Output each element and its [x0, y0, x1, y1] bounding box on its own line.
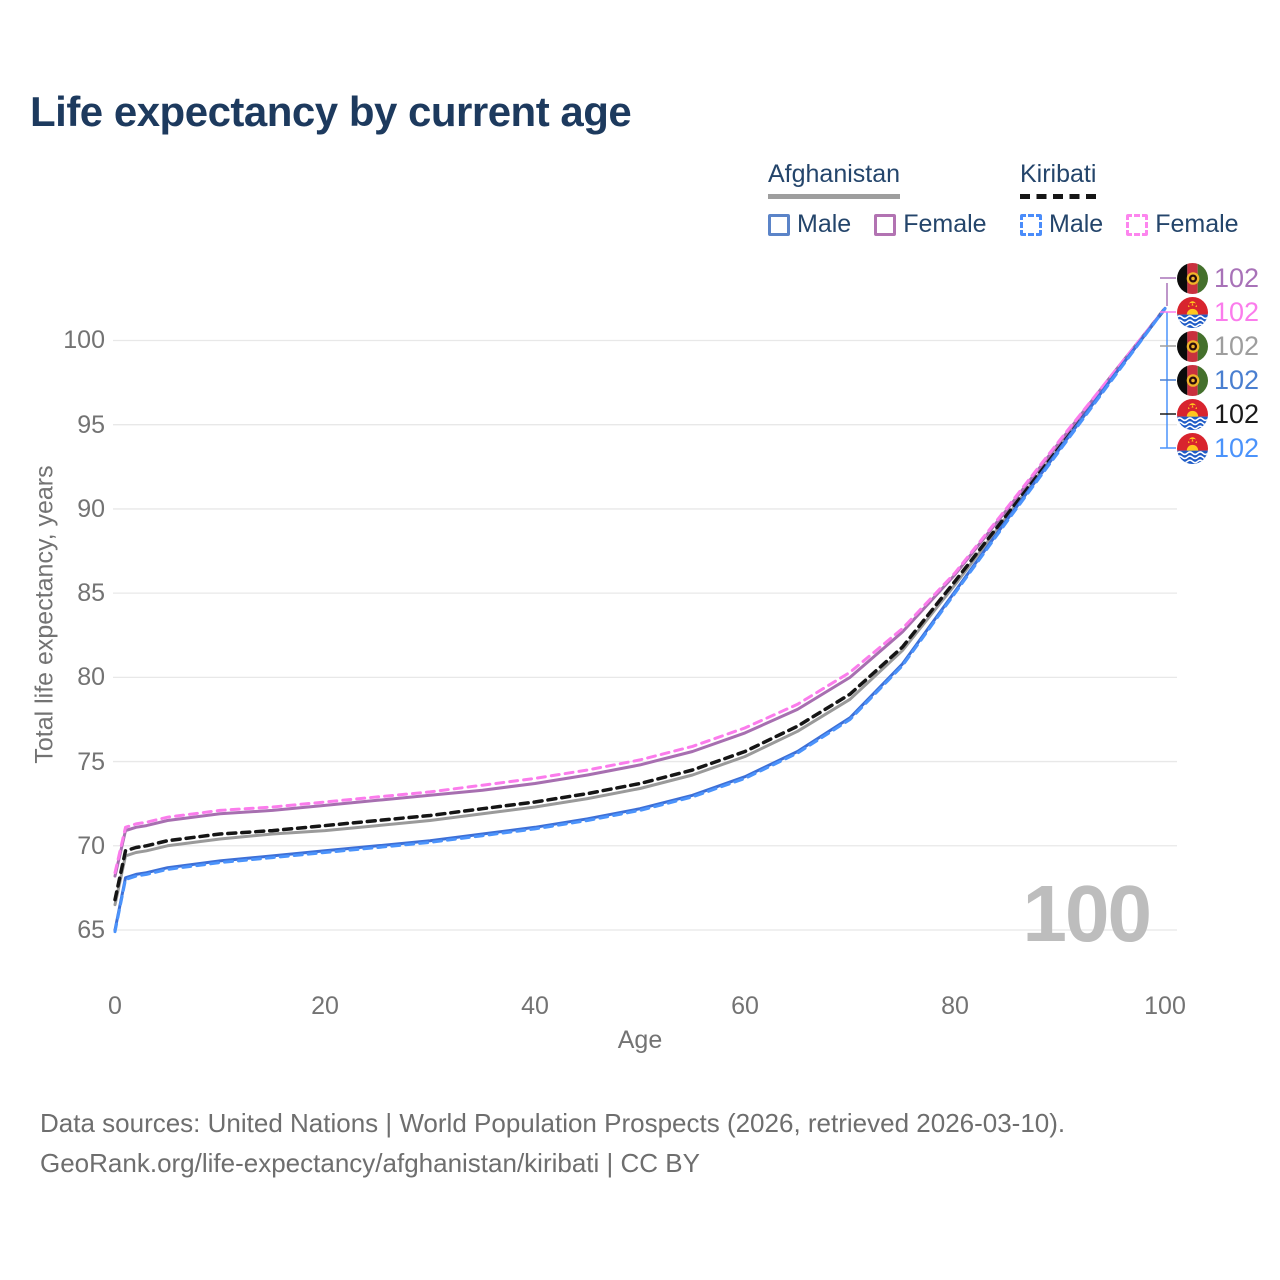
attribution-note: GeoRank.org/life-expectancy/afghanistan/… — [40, 1148, 700, 1178]
series-line-afghanistan-female[interactable] — [113, 307, 1167, 878]
x-tick-label-60: 60 — [731, 992, 759, 1020]
afghanistan-flag-icon — [1177, 330, 1208, 362]
x-axis-title: Age — [617, 1026, 663, 1054]
kiribati-flag-icon — [1177, 432, 1208, 464]
y-tick-label-85: 85 — [77, 579, 105, 608]
legend-country-afghanistan[interactable]: Afghanistan — [768, 160, 901, 199]
y-tick-label-75: 75 — [77, 747, 105, 776]
legend-label-male: Male — [797, 210, 852, 238]
end-label-row-kiribati-male: 102 — [1177, 432, 1259, 464]
legend-swatch-afghanistan-male — [768, 213, 790, 236]
y-tick-label-90: 90 — [77, 494, 105, 523]
legend-group-afghanistan: Afghanistan Male Female — [768, 160, 1001, 239]
legend-swatch-kiribati-female — [1126, 213, 1149, 236]
legend-group-kiribati: Kiribati Male Female — [1020, 160, 1253, 239]
end-label-row-kiribati-both-sexes: 102 — [1177, 398, 1259, 430]
legend-label-female: Female — [903, 210, 987, 238]
y-tick-label-70: 70 — [77, 831, 105, 860]
series-end-value: 102 — [1214, 297, 1260, 327]
afghanistan-flag-icon — [1177, 364, 1208, 396]
legend-label-female: Female — [1155, 210, 1239, 238]
legend-label-male: Male — [1049, 210, 1104, 238]
legend-swatch-afghanistan-female — [874, 213, 897, 236]
y-tick-label-95: 95 — [77, 410, 105, 439]
y-tick-label-65: 65 — [77, 916, 105, 944]
x-tick-label-40: 40 — [521, 992, 549, 1020]
x-tick-label-80: 80 — [941, 992, 969, 1020]
end-label-row-kiribati-female: 102 — [1177, 296, 1259, 328]
legend-item-afghanistan-male[interactable]: Male — [768, 210, 851, 239]
legend-item-kiribati-male[interactable]: Male — [1020, 210, 1103, 239]
x-tick-label-0: 0 — [108, 992, 122, 1020]
legend-country-kiribati[interactable]: Kiribati — [1020, 160, 1097, 199]
series-line-afghanistan-both-sexes[interactable] — [113, 307, 1167, 907]
kiribati-flag-icon — [1177, 296, 1208, 328]
series-line-kiribati-female[interactable] — [113, 307, 1167, 875]
y-tick-label-100: 100 — [63, 326, 105, 355]
chart-title: Life expectancy by current age — [30, 88, 632, 135]
legend-item-kiribati-female[interactable]: Female — [1126, 210, 1239, 239]
series-end-value: 102 — [1214, 263, 1260, 293]
x-tick-label-100: 100 — [1144, 992, 1186, 1020]
end-label-row-afghanistan-male: 102 — [1177, 364, 1259, 396]
current-age-watermark: 100 — [1022, 869, 1152, 958]
end-label-row-afghanistan-both-sexes: 102 — [1177, 330, 1259, 362]
y-tick-label-80: 80 — [77, 663, 105, 692]
end-label-row-afghanistan-female: 102 — [1177, 262, 1259, 294]
series-end-value: 102 — [1214, 331, 1260, 361]
series-end-value: 102 — [1214, 399, 1260, 429]
y-axis-title: Total life expectancy, years — [30, 465, 59, 764]
afghanistan-flag-icon — [1177, 262, 1208, 294]
kiribati-flag-icon — [1177, 398, 1208, 430]
series-end-value: 102 — [1214, 365, 1260, 395]
data-source-note: Data sources: United Nations | World Pop… — [40, 1108, 1066, 1138]
series-end-value: 102 — [1214, 433, 1260, 463]
legend-swatch-kiribati-male — [1020, 213, 1042, 236]
series-line-kiribati-both-sexes[interactable] — [113, 306, 1167, 902]
x-tick-label-20: 20 — [311, 992, 339, 1020]
series-line-kiribati-male[interactable] — [113, 307, 1167, 934]
series-line-afghanistan-male[interactable] — [113, 307, 1167, 932]
legend-item-afghanistan-female[interactable]: Female — [874, 210, 987, 239]
